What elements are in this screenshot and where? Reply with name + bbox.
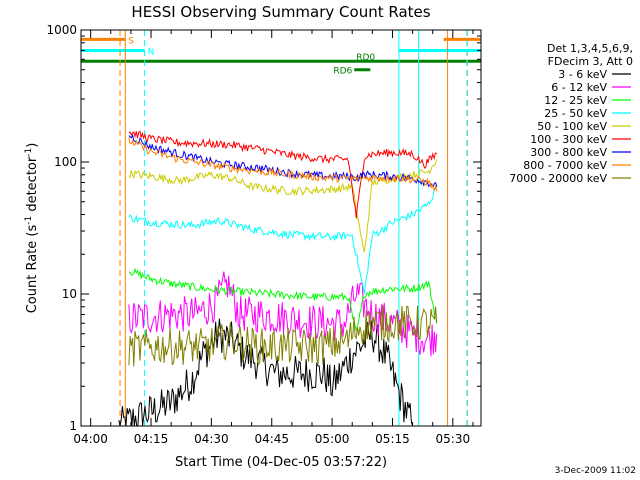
- y-tick-label-2: 100: [54, 155, 77, 169]
- x-tick-label-6: 05:30: [436, 432, 471, 446]
- x-axis-label: Start Time (04-Dec-05 03:57:22): [175, 455, 387, 470]
- series-line-4: [128, 159, 438, 253]
- legend-label-2: 12 - 25 keV: [544, 94, 607, 107]
- flag-label-rd6: RD6: [333, 67, 352, 77]
- y-tick-label-1: 10: [62, 287, 77, 301]
- legend-header-0: Det 1,3,4,5,6,9,: [547, 42, 633, 55]
- x-tick-label-0: 04:00: [73, 432, 108, 446]
- series-line-2: [128, 267, 438, 331]
- series-line-7: [128, 137, 438, 192]
- series-line-8: [128, 305, 438, 367]
- flag-label-n: N: [148, 47, 155, 57]
- legend: Det 1,3,4,5,6,9,FDecim 3, Att 03 - 6 keV…: [509, 42, 633, 185]
- legend-label-4: 50 - 100 keV: [537, 120, 607, 133]
- x-tick-label-1: 04:15: [134, 432, 169, 446]
- legend-label-0: 3 - 6 keV: [558, 68, 607, 81]
- x-tick-label-2: 04:30: [194, 432, 229, 446]
- y-axis-label: Count Rate (s-1 detector-1): [24, 143, 40, 314]
- legend-label-1: 6 - 12 keV: [551, 81, 607, 94]
- legend-label-5: 100 - 300 keV: [530, 133, 607, 146]
- legend-label-3: 25 - 50 keV: [544, 107, 607, 120]
- y-tick-label-3: 1000: [46, 23, 77, 37]
- legend-label-6: 300 - 800 keV: [530, 146, 607, 159]
- plot-frame: [80, 29, 482, 427]
- legend-header-1: FDecim 3, Att 0: [548, 55, 633, 68]
- legend-label-8: 7000 - 20000 keV: [509, 172, 607, 185]
- flag-label-s: S: [128, 36, 134, 46]
- x-tick-label-5: 05:15: [375, 432, 410, 446]
- series-line-5: [128, 130, 438, 219]
- y-tick-label-0: 1: [69, 419, 77, 433]
- x-tick-label-4: 05:00: [315, 432, 350, 446]
- x-tick-label-3: 04:45: [254, 432, 289, 446]
- series-line-3: [128, 186, 438, 295]
- legend-label-7: 800 - 7000 keV: [523, 159, 607, 172]
- chart-title: HESSI Observing Summary Count Rates: [131, 3, 430, 21]
- flag-label-rd0: RD0: [356, 53, 375, 63]
- series-line-6: [128, 133, 438, 188]
- footer-date: 3-Dec-2009 11:02: [555, 466, 636, 476]
